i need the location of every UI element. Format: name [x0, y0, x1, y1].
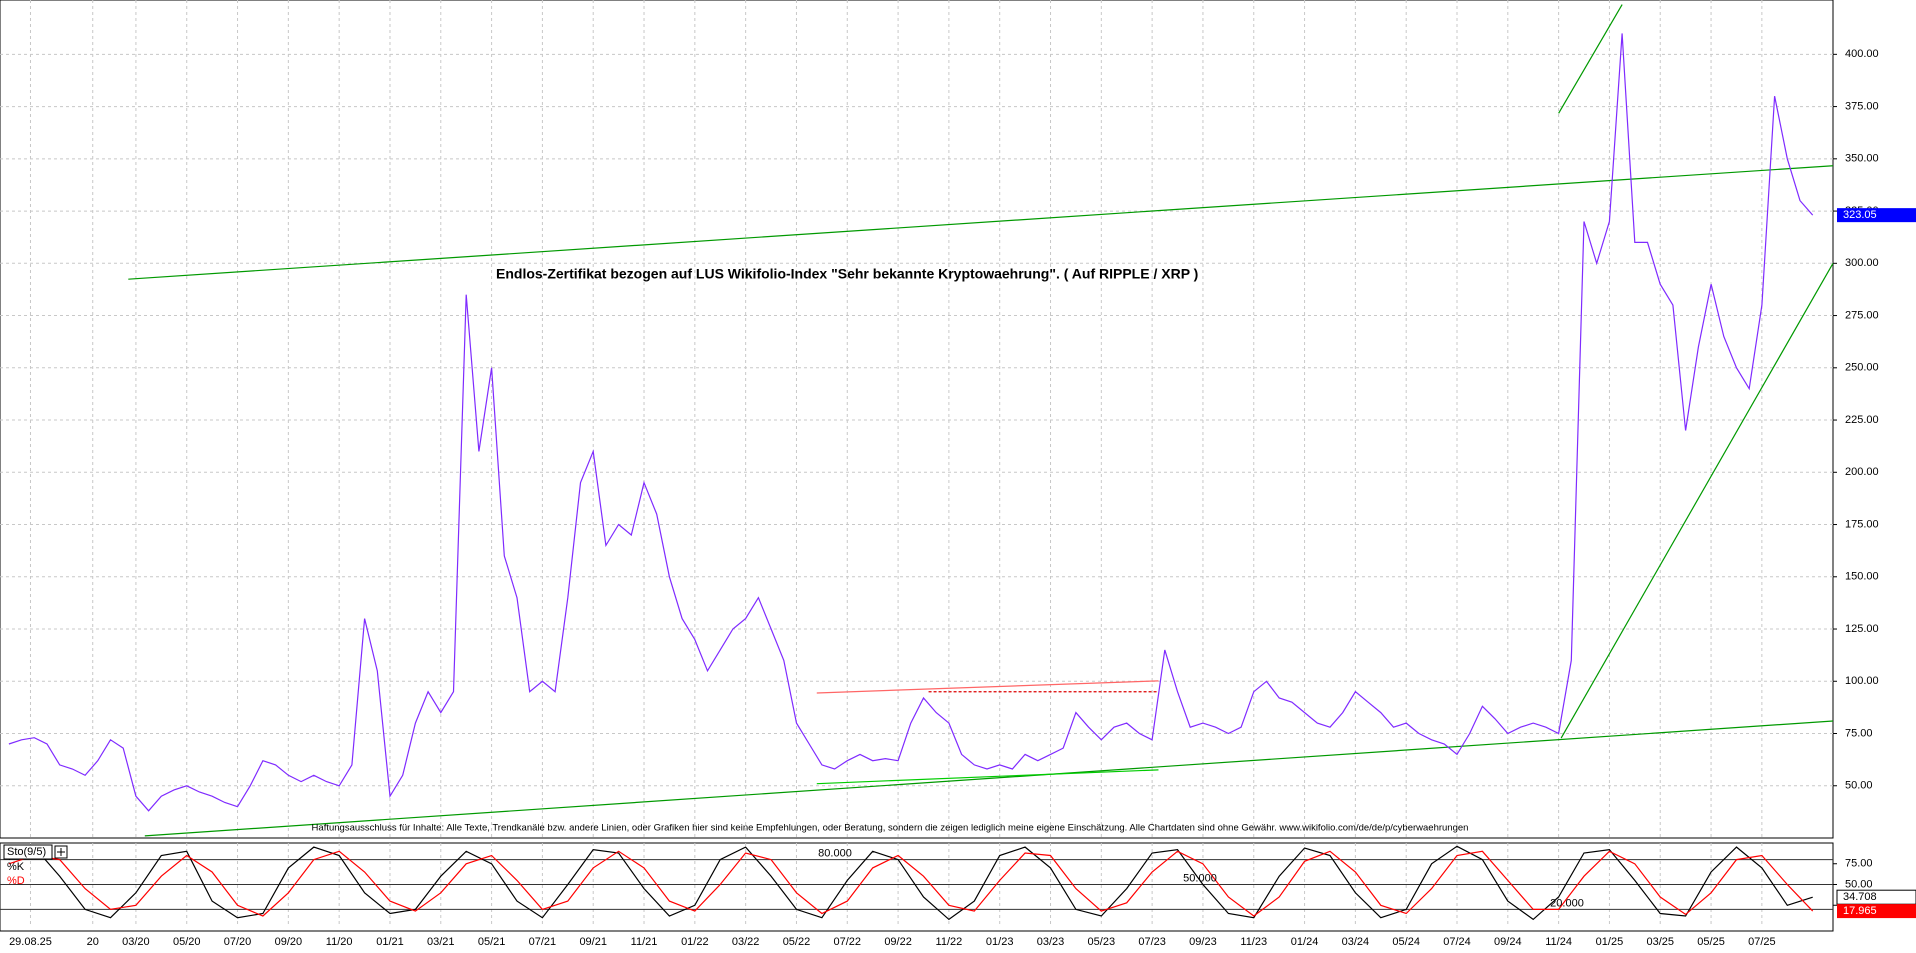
x-tick-label: 07/23: [1138, 936, 1166, 948]
x-tick-label: 01/23: [986, 936, 1014, 948]
y-tick-label: 75.00: [1845, 858, 1873, 870]
y-tick-label: 100.00: [1845, 675, 1879, 687]
y-tick-label: 375.00: [1845, 100, 1879, 112]
x-tick-label: 03/23: [1037, 936, 1065, 948]
x-tick-label: 09/22: [884, 936, 912, 948]
last-value-label: 34.708: [1843, 891, 1877, 903]
marks: [8, 4, 1834, 921]
series-line: [8, 845, 1813, 921]
trendline: [1560, 263, 1834, 739]
x-tick-label: 11/21: [631, 936, 658, 948]
y-tick-label: 225.00: [1845, 414, 1879, 426]
x-tick-label: 03/25: [1646, 936, 1674, 948]
last-value-tag: [1837, 904, 1916, 919]
last-value-label: 323.05: [1843, 209, 1877, 221]
x-tick-label: 07/25: [1748, 936, 1776, 948]
chart-title: Endlos-Zertifikat bezogen auf LUS Wikifo…: [496, 266, 1198, 282]
grid: [0, 0, 1833, 926]
x-tick-label: 09/23: [1189, 936, 1217, 948]
level-label: 80.000: [818, 848, 852, 860]
x-tick-label: 07/21: [529, 936, 557, 948]
x-tick-label: 03/24: [1342, 936, 1370, 948]
x-tick-label: 29.08.25: [9, 936, 52, 948]
series-line: [8, 850, 1814, 917]
y-tick-label: 200.00: [1845, 466, 1879, 478]
x-tick-label: 07/20: [224, 936, 252, 948]
plus-icon: [57, 848, 65, 856]
y-tick-label: 175.00: [1845, 518, 1879, 530]
y-tick-label: 50.00: [1845, 878, 1873, 890]
legend-d: %D: [7, 875, 25, 887]
x-tick-label: 11/24: [1545, 936, 1572, 948]
indicator-title: Sto(9/5): [7, 846, 46, 858]
x-tick-label: 11/23: [1240, 936, 1267, 948]
x-tick-label: 20: [87, 936, 99, 948]
x-tick-label: 05/25: [1697, 936, 1725, 948]
last-value-label: 17.965: [1843, 905, 1877, 917]
series-line: [8, 33, 1814, 812]
trendline: [144, 720, 1834, 837]
y-tick-label: 250.00: [1845, 362, 1879, 374]
x-tick-label: 03/20: [122, 936, 150, 948]
y-tick-label: 50.00: [1845, 780, 1873, 792]
x-tick-label: 03/21: [427, 936, 455, 948]
x-tick-label: 07/22: [834, 936, 862, 948]
trendline: [128, 165, 1834, 280]
x-tick-label: 05/23: [1088, 936, 1116, 948]
level-label: 20.000: [1550, 897, 1584, 909]
x-tick-label: 03/22: [732, 936, 760, 948]
last-value-tag: [1837, 208, 1916, 223]
x-tick-label: 05/21: [478, 936, 506, 948]
y-tick-label: 150.00: [1845, 571, 1879, 583]
x-tick-label: 09/21: [579, 936, 607, 948]
indicator-box: [3, 844, 53, 860]
x-tick-label: 07/24: [1443, 936, 1471, 948]
price-panel: [0, 0, 1834, 839]
x-tick-label: 05/20: [173, 936, 201, 948]
x-tick-label: 09/24: [1494, 936, 1522, 948]
x-tick-label: 11/20: [326, 936, 353, 948]
x-tick-label: 01/21: [376, 936, 404, 948]
trendline: [1558, 4, 1623, 114]
y-tick-label: 400.00: [1845, 48, 1879, 60]
legend-k: %K: [7, 861, 25, 873]
y-tick-label: 300.00: [1845, 257, 1879, 269]
x-tick-label: 05/24: [1392, 936, 1420, 948]
x-tick-label: 05/22: [783, 936, 811, 948]
footnote: Haftungsausschluss für Inhalte: Alle Tex…: [312, 823, 1469, 834]
x-tick-label: 01/22: [681, 936, 709, 948]
y-tick-label: 350.00: [1845, 153, 1879, 165]
y-tick-label: 275.00: [1845, 309, 1879, 321]
trendline: [816, 769, 1159, 785]
trendline: [816, 680, 1159, 694]
x-tick-label: 09/20: [275, 936, 303, 948]
x-tick-label: 01/25: [1596, 936, 1624, 948]
level-label: 50.000: [1183, 872, 1217, 884]
y-tick-label: 75.00: [1845, 727, 1873, 739]
x-tick-label: 01/24: [1291, 936, 1319, 948]
y-tick-label: 125.00: [1845, 623, 1879, 635]
x-tick-label: 11/22: [936, 936, 963, 948]
